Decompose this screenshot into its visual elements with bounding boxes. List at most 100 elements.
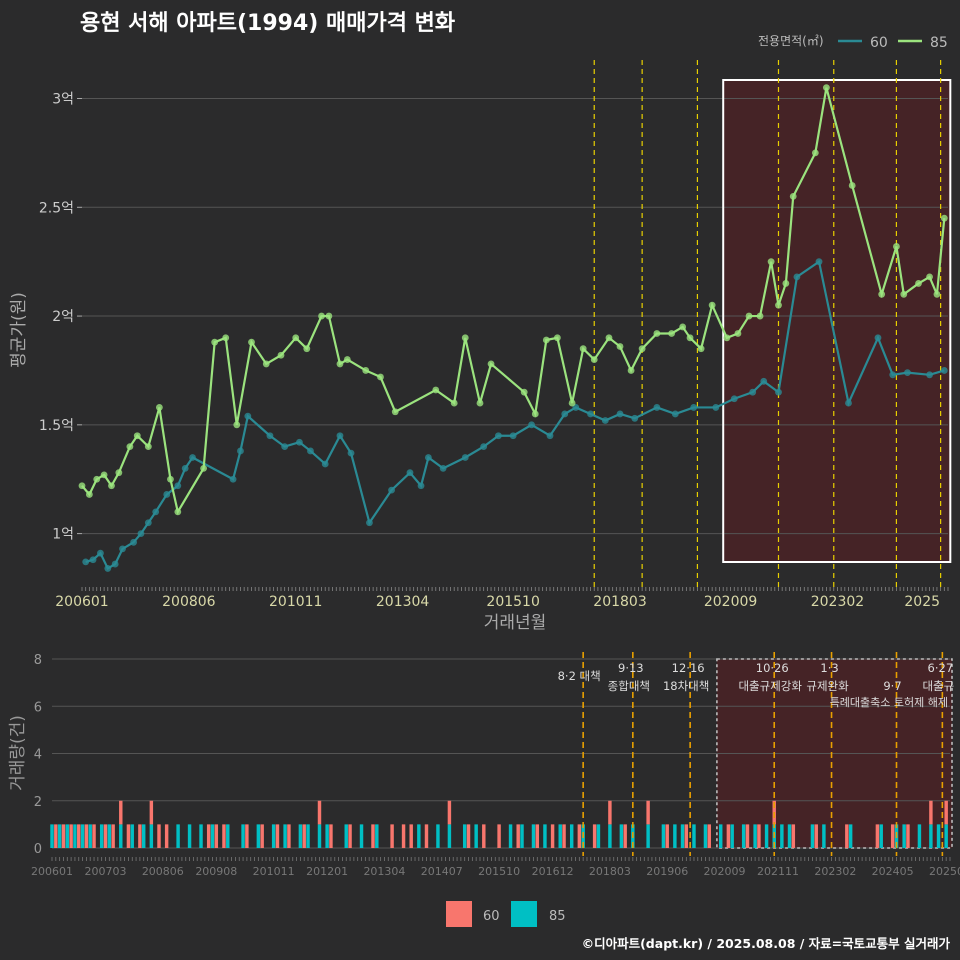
data-point-60: [82, 558, 90, 566]
legend-title: 전용면적(㎡): [758, 34, 824, 48]
x-tick-label: 201011: [269, 594, 322, 610]
policy-label-date: 9·13: [618, 661, 644, 675]
data-point-85: [708, 301, 716, 309]
data-point-60: [616, 410, 624, 418]
volume-bar-85: [271, 824, 276, 848]
volume-bar-85: [73, 824, 77, 848]
volume-x-tick-label: 201201: [306, 865, 348, 878]
data-point-60: [671, 410, 679, 418]
data-point-85: [133, 432, 141, 440]
policy-label-name: 규제완화: [806, 679, 849, 693]
volume-bar-60: [707, 824, 711, 848]
data-point-85: [756, 312, 764, 320]
data-point-60: [775, 388, 782, 396]
volume-x-tick-label: 202508: [929, 865, 960, 878]
legend-label-85: 85: [930, 35, 948, 51]
volume-bar-85: [558, 824, 562, 848]
volume-bar-85: [474, 824, 478, 848]
data-point-85: [900, 290, 908, 298]
volume-bar-85: [879, 824, 883, 848]
data-point-60: [904, 369, 911, 377]
volume-bar-60: [119, 800, 123, 825]
volume-bar-85: [375, 824, 379, 848]
volume-bar-60: [684, 824, 689, 848]
x-tick-label: 202009: [704, 594, 757, 610]
volume-bar-85: [141, 824, 146, 848]
y-tick-label: 2.5억: [39, 200, 74, 216]
volume-bar-60: [929, 800, 933, 825]
data-point-85: [167, 475, 174, 483]
volume-bar-60: [222, 824, 226, 848]
legend-label-60: 60: [870, 35, 888, 51]
data-point-85: [144, 443, 152, 450]
volume-bar-85: [80, 824, 85, 848]
volume-x-tick-label: 201011: [253, 865, 295, 878]
volume-bar-60: [149, 800, 154, 825]
volume-bar-85: [531, 824, 536, 848]
volume-bar-85: [210, 824, 215, 848]
volume-x-tick-label: 201906: [646, 865, 688, 878]
volume-bar-60: [206, 824, 211, 848]
data-point-85: [222, 334, 230, 342]
data-point-85: [653, 330, 661, 337]
volume-bar-60: [550, 824, 555, 848]
data-point-85: [248, 338, 255, 346]
volume-bar-60: [646, 800, 650, 825]
data-point-60: [439, 464, 447, 472]
data-point-60: [137, 530, 145, 538]
data-point-85: [233, 421, 241, 429]
data-point-85: [362, 367, 370, 374]
data-point-85: [627, 367, 635, 374]
data-point-60: [296, 438, 303, 446]
data-point-60: [366, 519, 373, 527]
volume-bar-60: [497, 824, 501, 848]
data-point-85: [292, 334, 300, 342]
volume-bar-85: [306, 824, 310, 848]
volume-bar-60: [726, 824, 731, 848]
data-point-60: [940, 367, 948, 374]
volume-bar-85: [680, 824, 685, 848]
volume-bar-85: [447, 824, 452, 848]
volume-x-tick-label: 200601: [31, 865, 73, 878]
x-tick-label: 202302: [811, 594, 864, 610]
volume-bar-60: [516, 824, 520, 848]
y-tick-label: 2억: [52, 309, 74, 325]
data-point-85: [745, 312, 753, 320]
data-point-85: [318, 312, 325, 320]
data-point-85: [303, 345, 311, 353]
data-point-60: [495, 432, 502, 440]
volume-bar-60: [401, 824, 406, 848]
data-point-85: [336, 360, 344, 368]
data-point-85: [211, 338, 219, 346]
data-point-85: [391, 408, 399, 416]
data-point-85: [200, 464, 208, 472]
x-tick-label: 2025: [904, 594, 940, 610]
volume-bar-60: [608, 800, 612, 825]
volume-bar-60: [69, 824, 73, 848]
volume-highlight-frame: [716, 658, 953, 849]
data-point-85: [432, 386, 440, 394]
volume-bar-85: [176, 824, 180, 848]
top-legend: 전용면적(㎡) 60 85: [758, 34, 948, 51]
volume-bar-60: [77, 824, 81, 848]
price-chart: 1억 1.5억 2억 2.5억 3억 200601 200806 201011 201304 20…: [9, 60, 952, 633]
volume-bar-60: [535, 824, 540, 848]
data-point-85: [767, 258, 775, 266]
volume-bar-60: [103, 824, 108, 848]
volume-y-tick-label: 6: [34, 700, 42, 715]
data-point-85: [915, 280, 922, 287]
volume-bar-85: [673, 824, 677, 848]
volume-bar-85: [543, 824, 547, 848]
data-point-60: [111, 560, 119, 568]
volume-bar-85: [241, 824, 245, 848]
data-point-85: [115, 469, 123, 477]
data-point-60: [528, 421, 535, 429]
data-point-60: [690, 404, 698, 411]
volume-x-tick-label: 202111: [757, 865, 799, 878]
data-point-60: [406, 469, 414, 477]
volume-bar-60: [111, 824, 115, 848]
volume-bar-85: [256, 824, 261, 848]
volume-x-tick-label: 200908: [195, 865, 237, 878]
volume-bar-85: [65, 824, 70, 848]
data-point-60: [152, 508, 160, 516]
